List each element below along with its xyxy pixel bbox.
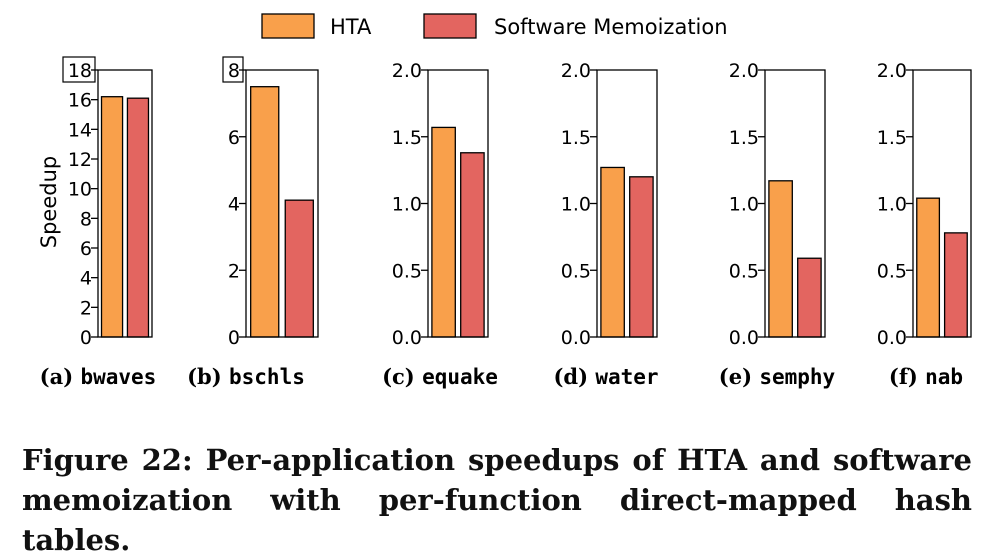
y-tick-label-bwaves: 16 <box>68 90 92 112</box>
figure-caption: Figure 22: Per-application speedups of H… <box>22 443 972 557</box>
legend-swatch-hta <box>261 13 315 39</box>
bar-bschls-software-memoization <box>284 199 314 338</box>
subplot-app-water: water <box>595 365 658 389</box>
y-tick-label-nab: 1.5 <box>877 127 907 149</box>
y-tick-label-semphy: 0.5 <box>729 260 759 282</box>
legend-swatch-software-memoization <box>423 13 477 39</box>
y-tick-label-bwaves: 18 <box>68 60 92 82</box>
panel-nab: 0.0 0.5 1.0 1.5 2.0 (f) nab <box>877 60 972 389</box>
subplot-app-nab: nab <box>925 365 963 389</box>
panel-semphy: 0.0 0.5 1.0 1.5 2.0 (e) semphy <box>719 60 836 389</box>
speedup-figure: HTA Software Memoization Speedup 0 2 4 6 8 10… <box>37 13 972 389</box>
legend-label-hta: HTA <box>330 15 372 39</box>
y-axis-label: Speedup <box>37 156 61 248</box>
subplot-prefix-semphy: (e) <box>719 364 760 389</box>
bar-semphy-software-memoization <box>797 257 822 338</box>
subplot-title-equake: (c) equake <box>382 364 498 389</box>
y-tick-label-bwaves: 10 <box>68 179 92 201</box>
y-tick-label-bwaves: 6 <box>80 238 92 260</box>
subplot-title-semphy: (e) semphy <box>719 364 836 389</box>
y-tick-label-nab: 0.5 <box>877 260 907 282</box>
subplot-prefix-bwaves: (a) <box>40 364 81 389</box>
y-tick-label-semphy: 1.5 <box>729 127 759 149</box>
subplot-title-bwaves: (a) bwaves <box>40 364 157 389</box>
legend-label-software-memoization: Software Memoization <box>494 15 728 39</box>
y-tick-label-equake: 0.5 <box>392 260 422 282</box>
y-tick-label-nab: 1.0 <box>877 194 907 216</box>
y-tick-label-bwaves: 12 <box>68 149 92 171</box>
y-tick-label-water: 0.5 <box>561 260 591 282</box>
y-tick-label-equake: 1.5 <box>392 127 422 149</box>
y-tick-label-bwaves: 2 <box>80 297 92 319</box>
subplot-app-bschls: bschls <box>229 365 305 389</box>
y-tick-label-bschls: 2 <box>228 260 240 282</box>
y-tick-label-equake: 1.0 <box>392 194 422 216</box>
y-tick-label-semphy: 1.0 <box>729 194 759 216</box>
bar-bwaves-hta <box>100 96 124 338</box>
panel-bschls: 0 2 4 6 8 (b) bschls <box>187 56 319 389</box>
plot-frame-bwaves <box>97 69 153 338</box>
subplot-title-water: (d) water <box>553 364 658 389</box>
y-tick-label-water: 2.0 <box>561 60 591 82</box>
y-tick-label-water: 1.0 <box>561 194 591 216</box>
subplot-prefix-nab: (f) <box>889 364 925 389</box>
y-tick-label-water: 1.5 <box>561 127 591 149</box>
panel-bwaves: 0 2 4 6 8 10 12 14 16 18 (a) bwaves <box>40 56 157 389</box>
bar-water-hta <box>600 166 625 338</box>
panel-water: 0.0 0.5 1.0 1.5 2.0 (d) water <box>553 60 658 389</box>
y-tick-label-bwaves: 14 <box>68 119 92 141</box>
y-tick-label-semphy: 2.0 <box>729 60 759 82</box>
y-tick-label-bwaves: 0 <box>80 327 92 349</box>
subplot-app-equake: equake <box>422 365 498 389</box>
subplot-title-nab: (f) nab <box>889 364 963 389</box>
subplot-app-semphy: semphy <box>759 365 835 389</box>
subplot-prefix-equake: (c) <box>382 364 422 389</box>
subplot-title-bschls: (b) bschls <box>187 364 305 389</box>
y-tick-label-equake: 2.0 <box>392 60 422 82</box>
y-tick-label-bschls: 6 <box>228 127 240 149</box>
top-tick-box-bwaves <box>62 56 96 83</box>
bar-equake-software-memoization <box>460 152 485 338</box>
y-tick-label-equake: 0.0 <box>392 327 422 349</box>
legend: HTA Software Memoization <box>261 13 728 39</box>
bar-nab-hta <box>916 197 941 338</box>
y-tick-label-nab: 0.0 <box>877 327 907 349</box>
y-tick-label-bschls: 8 <box>228 60 240 82</box>
bar-bwaves-software-memoization <box>126 97 150 338</box>
y-tick-label-nab: 2.0 <box>877 60 907 82</box>
y-tick-label-water: 0.0 <box>561 327 591 349</box>
bar-semphy-hta <box>768 180 793 338</box>
bar-nab-software-memoization <box>943 232 968 338</box>
bar-bschls-hta <box>250 86 280 338</box>
panel-equake: 0.0 0.5 1.0 1.5 2.0 (c) equake <box>382 60 498 389</box>
bar-water-software-memoization <box>629 176 654 338</box>
y-tick-label-bwaves: 4 <box>80 268 92 290</box>
subplot-prefix-bschls: (b) <box>187 364 229 389</box>
y-tick-label-bschls: 4 <box>228 194 240 216</box>
bar-equake-hta <box>431 126 456 338</box>
y-tick-label-bschls: 0 <box>228 327 240 349</box>
y-tick-label-bwaves: 8 <box>80 208 92 230</box>
top-tick-box-bschls <box>222 56 244 83</box>
y-tick-label-semphy: 0.0 <box>729 327 759 349</box>
subplot-app-bwaves: bwaves <box>80 365 156 389</box>
subplot-prefix-water: (d) <box>553 364 595 389</box>
